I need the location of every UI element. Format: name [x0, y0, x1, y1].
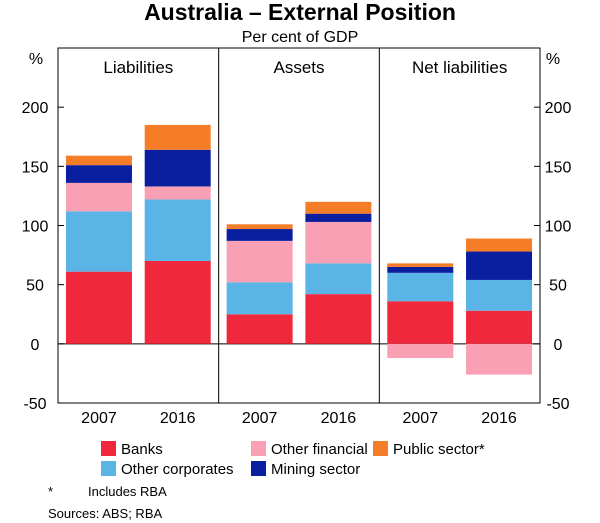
- x-category-label: 2007: [403, 410, 439, 427]
- y-tick-right: 200: [545, 100, 572, 117]
- bar-net-liabilities-2007-banks: [387, 301, 454, 344]
- bar-assets-2007-public-sector: [226, 224, 293, 230]
- y-tick-left: 150: [22, 159, 49, 176]
- legend-label-mining-sector: Mining sector: [271, 461, 360, 478]
- legend: Banks Other financial Public sector* Other …: [101, 441, 485, 478]
- labels-layer: -50 -50 0 0 50 50 100 100 150 150 200 200 Liabilitie…: [22, 58, 572, 427]
- bar-liabilities-2007-other-corporates: [65, 211, 132, 272]
- bar-liabilities-2007-other-financial: [65, 182, 132, 212]
- legend-swatch-banks: [101, 441, 116, 456]
- bar-net-liabilities-2007-other-corporates: [387, 272, 454, 302]
- bar-net-liabilities-2007-mining-sector: [387, 266, 454, 273]
- plot-border: [57, 47, 541, 404]
- panel-title-liabilities: Liabilities: [103, 58, 173, 77]
- y-tick-left: 0: [31, 337, 40, 354]
- legend-swatch-public-sector: [373, 441, 388, 456]
- bar-liabilities-2007-public-sector: [65, 155, 132, 166]
- bar-net-liabilities-2016-mining-sector: [466, 251, 533, 280]
- plot-frame: [57, 47, 541, 404]
- bar-assets-2016-banks: [305, 294, 372, 344]
- legend-label-other-financial: Other financial: [271, 441, 368, 458]
- bar-net-liabilities-2007-other-financial: [387, 343, 454, 359]
- bars-layer: [65, 124, 533, 375]
- bar-liabilities-2016-banks: [144, 261, 211, 344]
- footnote-text: Includes RBA: [88, 484, 167, 499]
- bar-assets-2016-other-corporates: [305, 263, 372, 295]
- bar-liabilities-2007-mining-sector: [65, 165, 132, 183]
- legend-swatch-mining-sector: [251, 461, 266, 476]
- sources-note: Sources: ABS; RBA: [48, 506, 162, 521]
- bar-assets-2007-other-corporates: [226, 282, 293, 315]
- bar-liabilities-2016-public-sector: [144, 124, 211, 150]
- y-tick-left: 50: [26, 278, 44, 295]
- footnote-marker: *: [48, 484, 53, 499]
- x-category-label: 2016: [481, 410, 517, 427]
- legend-swatch-other-corporates: [101, 461, 116, 476]
- y-tick-right: 50: [549, 278, 567, 295]
- bar-assets-2016-public-sector: [305, 201, 372, 214]
- bar-net-liabilities-2016-banks: [466, 310, 533, 344]
- bar-net-liabilities-2007-public-sector: [387, 263, 454, 267]
- right-unit-label: %: [546, 51, 560, 68]
- legend-label-public-sector: Public sector*: [393, 441, 485, 458]
- bar-liabilities-2016-other-financial: [144, 186, 211, 200]
- bar-assets-2007-banks: [226, 314, 293, 344]
- x-category-label: 2016: [321, 410, 357, 427]
- x-category-label: 2007: [81, 410, 117, 427]
- legend-label-other-corporates: Other corporates: [121, 461, 234, 478]
- chart-subtitle: Per cent of GDP: [242, 29, 359, 46]
- bar-liabilities-2007-banks: [65, 271, 132, 344]
- y-tick-left: -50: [23, 396, 46, 413]
- legend-label-banks: Banks: [121, 441, 163, 458]
- bar-assets-2016-mining-sector: [305, 213, 372, 222]
- bar-assets-2007-other-financial: [226, 240, 293, 283]
- legend-swatch-other-financial: [251, 441, 266, 456]
- bar-assets-2007-mining-sector: [226, 229, 293, 241]
- chart-title: Australia – External Position: [144, 0, 456, 25]
- bar-assets-2016-other-financial: [305, 221, 372, 264]
- y-tick-left: 100: [22, 219, 49, 236]
- bar-liabilities-2016-mining-sector: [144, 149, 211, 187]
- panel-title-net-liabilities: Net liabilities: [412, 58, 507, 77]
- x-category-label: 2007: [242, 410, 278, 427]
- y-tick-left: 200: [22, 100, 49, 117]
- bar-liabilities-2016-other-corporates: [144, 199, 211, 261]
- x-category-label: 2016: [160, 410, 196, 427]
- panel-title-assets: Assets: [273, 58, 324, 77]
- bar-net-liabilities-2016-public-sector: [466, 238, 533, 252]
- y-tick-right: 100: [545, 219, 572, 236]
- y-tick-right: 150: [545, 159, 572, 176]
- y-tick-right: 0: [554, 337, 563, 354]
- bar-net-liabilities-2016-other-financial: [466, 343, 533, 375]
- bar-net-liabilities-2016-other-corporates: [466, 279, 533, 311]
- left-unit-label: %: [29, 51, 43, 68]
- y-tick-right: -50: [546, 396, 569, 413]
